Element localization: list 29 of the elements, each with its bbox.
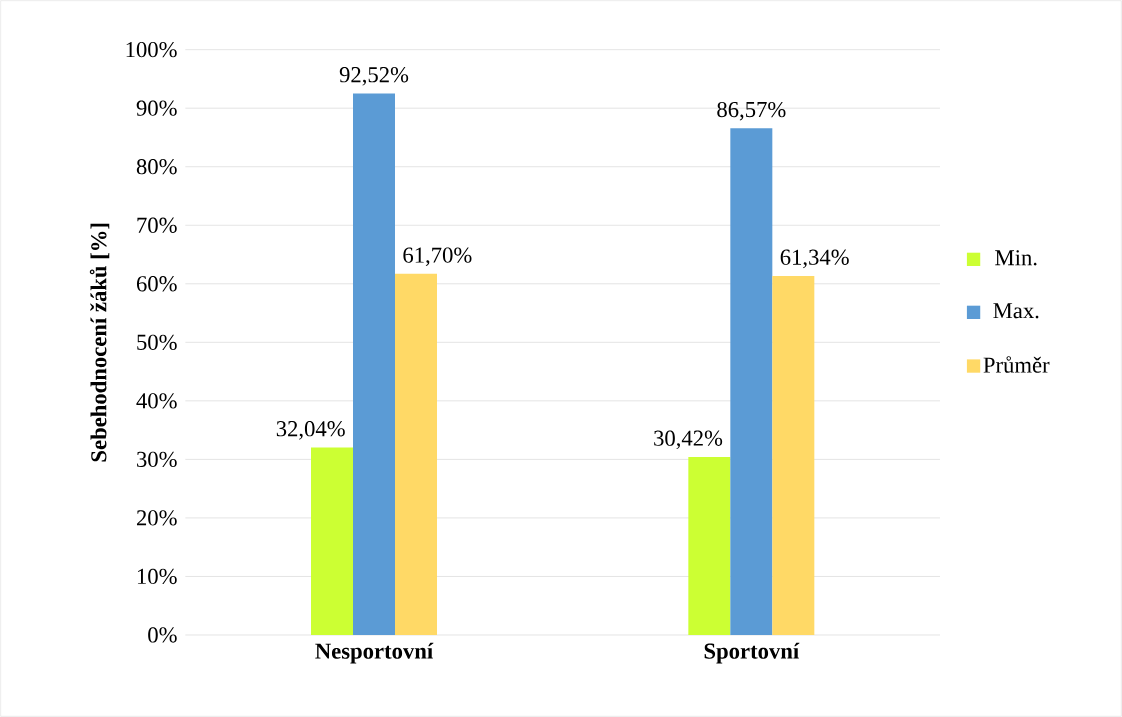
- bar: [730, 128, 773, 635]
- data-label: 61,70%: [403, 247, 472, 267]
- data-label: 86,57%: [717, 101, 786, 121]
- bar: [311, 447, 353, 635]
- legend-label: Max.: [993, 303, 1039, 319]
- y-tick-label: 60%: [136, 276, 177, 292]
- data-label: 61,34%: [780, 249, 849, 269]
- data-label: 92,52%: [339, 67, 409, 86]
- y-tick-label: 100%: [126, 41, 177, 58]
- y-tick-label: 10%: [137, 568, 177, 585]
- bar: [772, 275, 815, 635]
- x-tick-label: Sportovní: [704, 642, 800, 664]
- y-tick-label: 0%: [148, 627, 177, 643]
- x-tick-label: Nesportovní: [315, 642, 434, 664]
- bar: [688, 456, 731, 635]
- bar: [353, 93, 395, 635]
- y-tick-label: 70%: [137, 217, 177, 233]
- y-tick-label: 40%: [136, 393, 177, 409]
- y-axis-title: Sebehodnocení žáků [%]: [89, 223, 110, 462]
- data-label: 32,04%: [276, 421, 345, 440]
- y-tick-label: 20%: [136, 510, 177, 526]
- data-label: 30,42%: [654, 430, 723, 450]
- y-tick-label: 30%: [137, 451, 177, 468]
- y-tick-label: 50%: [137, 334, 177, 350]
- legend-label: Průměr: [983, 356, 1050, 373]
- bar: [395, 273, 437, 635]
- y-tick-label: 90%: [136, 100, 177, 116]
- y-tick-label: 80%: [136, 159, 177, 175]
- legend-label: Min.: [995, 250, 1037, 266]
